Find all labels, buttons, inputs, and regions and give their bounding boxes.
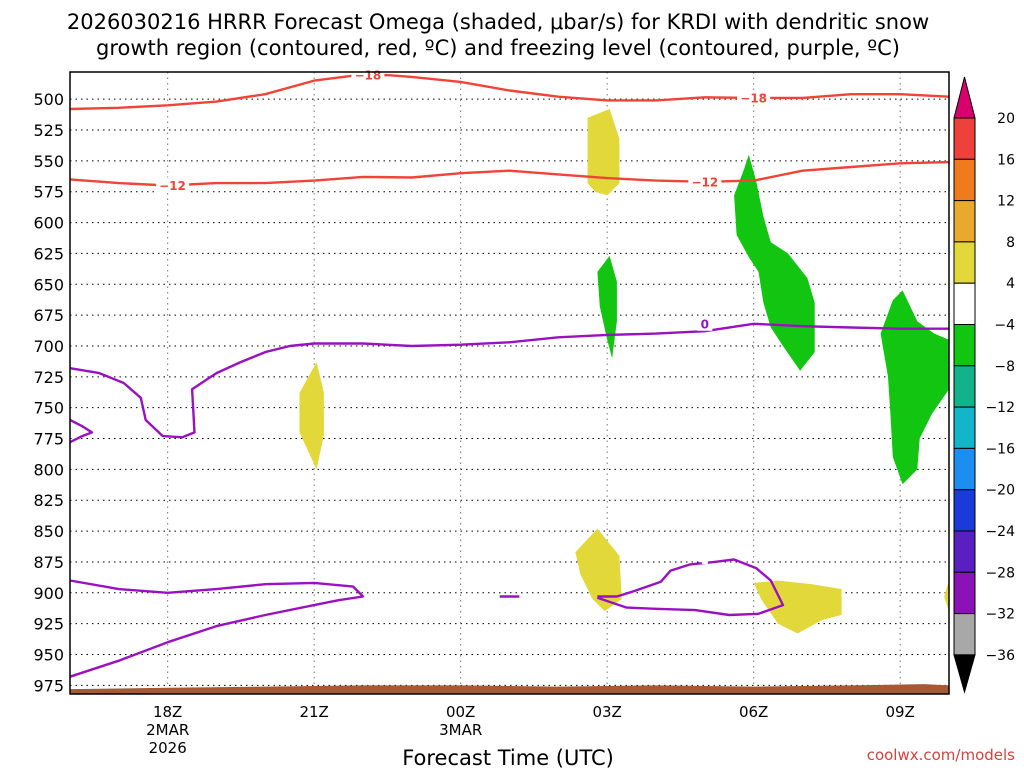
colorbar-tick-label: 12 xyxy=(997,194,1015,210)
colorbar-bin xyxy=(953,406,976,449)
colorbar-tick-label: −24 xyxy=(985,524,1015,540)
omega-shaded-region xyxy=(299,362,324,470)
colorbar-bin xyxy=(953,365,976,408)
colorbar-bin xyxy=(953,282,976,326)
omega-shaded-region xyxy=(597,255,617,359)
contour-line xyxy=(69,73,950,111)
colorbar-tick-label: 4 xyxy=(1006,276,1015,292)
omega-shaded-region xyxy=(944,580,949,612)
contour-line xyxy=(69,418,94,444)
x-tick-label: 03Z xyxy=(592,703,621,721)
credit-text: coolwx.com/models xyxy=(867,746,1015,764)
colorbar-legend: 20 16 12 8 4 −4 −8 −12 −16 −20 −24 −28 −32 −36 xyxy=(953,76,1015,694)
contour-label-background xyxy=(688,173,722,189)
contour-label-background xyxy=(351,67,385,83)
y-tick-label: 825 xyxy=(33,491,64,510)
terrain-fill xyxy=(70,684,949,694)
x-tick-label: 06Z xyxy=(739,703,768,721)
colorbar-bin xyxy=(953,200,976,243)
y-tick-label: 975 xyxy=(33,676,64,695)
y-tick-label: 700 xyxy=(33,337,64,356)
colorbar-bin xyxy=(953,158,976,202)
y-tick-label: 600 xyxy=(33,214,64,233)
colorbar-bin xyxy=(953,489,976,532)
contour-line xyxy=(69,160,950,187)
x-tick-label: 09Z xyxy=(885,703,914,721)
colorbar-tick-label: −20 xyxy=(985,483,1015,499)
contour-label-background xyxy=(697,315,713,331)
chart-title: 2026030216 HRRR Forecast Omega (shaded, … xyxy=(67,10,929,60)
y-tick-label: 725 xyxy=(33,368,64,387)
x-tick-label: 2026 xyxy=(149,739,187,757)
y-tick-label: 775 xyxy=(33,430,64,449)
colorbar-tick-label: 16 xyxy=(997,152,1015,168)
y-tick-label: 750 xyxy=(33,399,64,418)
omega-shaded-region xyxy=(734,154,815,371)
x-tick-label: 21Z xyxy=(299,703,328,721)
colorbar-tick-label: −4 xyxy=(994,318,1015,334)
colorbar-bin xyxy=(953,571,976,615)
colorbar-bin xyxy=(953,530,976,573)
contour-line xyxy=(69,579,365,678)
y-tick-label: 800 xyxy=(33,460,64,479)
colorbar-tick-label: −32 xyxy=(985,607,1015,623)
x-tick-label: 2MAR xyxy=(146,721,189,739)
x-axis-label: Forecast Time (UTC) xyxy=(402,746,614,768)
colorbar-tick-label: −12 xyxy=(985,400,1015,416)
contour-label: −18 xyxy=(740,91,767,105)
y-tick-label: 900 xyxy=(33,584,64,603)
omega-shaded-region xyxy=(575,528,622,612)
contour-line xyxy=(69,322,949,439)
y-tick-label: 675 xyxy=(33,306,64,325)
contour-label: −12 xyxy=(159,179,186,193)
y-tick-label: 575 xyxy=(33,183,64,202)
omega-shaded-region xyxy=(587,109,620,196)
y-tick-label: 625 xyxy=(33,244,64,263)
omega-shaded-region xyxy=(880,290,949,485)
omega-shaded-region xyxy=(753,580,842,634)
colorbar-bin xyxy=(953,613,976,656)
y-tick-label: 525 xyxy=(33,121,64,140)
colorbar-tick-label: 8 xyxy=(1006,235,1015,251)
colorbar-tick-label: −8 xyxy=(994,359,1015,375)
contour-label: 0 xyxy=(701,317,709,331)
colorbar-bin xyxy=(953,241,976,284)
y-tick-label: 875 xyxy=(33,553,64,572)
y-tick-label: 550 xyxy=(33,152,64,171)
y-tick-label: 925 xyxy=(33,615,64,634)
x-tick-label: 3MAR xyxy=(439,721,482,739)
y-tick-label: 650 xyxy=(33,275,64,294)
colorbar-tick-label: −36 xyxy=(985,648,1015,664)
colorbar-extend-top xyxy=(953,76,976,119)
contour-label-background xyxy=(701,549,708,565)
contour-label: −18 xyxy=(355,69,382,83)
colorbar-bin xyxy=(953,117,976,160)
chart-title-line-2: growth region (contoured, red, ºC) and f… xyxy=(96,36,900,60)
plot-frame xyxy=(69,71,950,695)
contour-label: −12 xyxy=(691,175,718,189)
colorbar-tick-label: 20 xyxy=(997,111,1015,127)
y-tick-label: 850 xyxy=(33,522,64,541)
colorbar-bin xyxy=(953,324,976,367)
y-axis: 500 525 550 575 600 625 650 675 700 725 750 775 800 8… xyxy=(33,90,64,695)
y-tick-label: 950 xyxy=(33,646,64,665)
x-tick-label: 00Z xyxy=(446,703,475,721)
contour-label-background xyxy=(737,89,771,105)
chart-title-line-1: 2026030216 HRRR Forecast Omega (shaded, … xyxy=(67,10,929,34)
colorbar-tick-label: −28 xyxy=(985,565,1015,581)
colorbar-tick-label: −16 xyxy=(985,441,1015,457)
x-tick-label: 18Z xyxy=(153,703,182,721)
plot-area: −18 −18 −12 −12 0 xyxy=(69,67,950,695)
contour-line xyxy=(597,558,785,617)
colorbar-bin xyxy=(953,447,976,491)
colorbar-extend-bottom xyxy=(953,654,976,694)
y-tick-label: 500 xyxy=(33,90,64,109)
contour-label-background xyxy=(156,177,190,193)
